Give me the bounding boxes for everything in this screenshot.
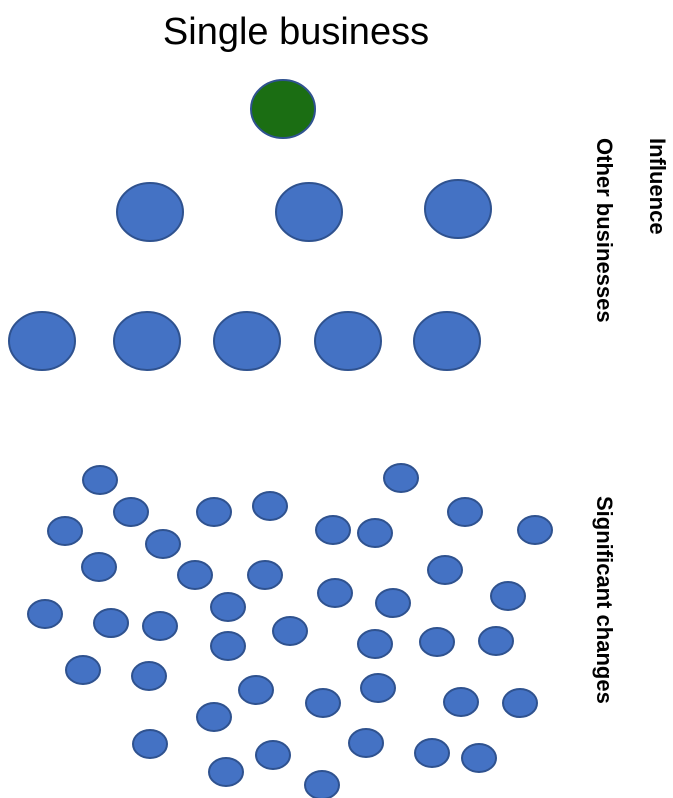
change-node [177, 560, 213, 590]
change-node [247, 560, 283, 590]
change-node [304, 770, 340, 798]
diagram-title: Single business [163, 11, 429, 53]
other-business-node [424, 179, 492, 239]
change-node [272, 616, 308, 646]
change-node [419, 627, 455, 657]
change-node [196, 497, 232, 527]
other-business-node [314, 311, 382, 371]
change-node [357, 629, 393, 659]
change-node [348, 728, 384, 758]
other-business-node [275, 182, 343, 242]
change-node [443, 687, 479, 717]
change-node [81, 552, 117, 582]
change-node [210, 592, 246, 622]
significant-changes-label: Significant changes [592, 496, 617, 704]
other-business-node [116, 182, 184, 242]
change-node [93, 608, 129, 638]
change-node [447, 497, 483, 527]
change-node [461, 743, 497, 773]
change-node [502, 688, 538, 718]
change-node [383, 463, 419, 493]
change-node [305, 688, 341, 718]
nodes-group [8, 79, 553, 798]
change-node [47, 516, 83, 546]
change-node [210, 631, 246, 661]
change-node [113, 497, 149, 527]
change-node [132, 729, 168, 759]
change-node [196, 702, 232, 732]
change-node [208, 757, 244, 787]
change-node [315, 515, 351, 545]
change-node [142, 611, 178, 641]
change-node [27, 599, 63, 629]
other-business-node [8, 311, 76, 371]
change-node [82, 465, 118, 495]
change-node [255, 740, 291, 770]
change-node [517, 515, 553, 545]
influence-label: Influence [645, 138, 670, 235]
change-node [238, 675, 274, 705]
change-node [131, 661, 167, 691]
change-node [414, 738, 450, 768]
change-node [252, 491, 288, 521]
other-business-node [113, 311, 181, 371]
change-node [375, 588, 411, 618]
change-node [65, 655, 101, 685]
change-node [317, 578, 353, 608]
change-node [427, 555, 463, 585]
change-node [357, 518, 393, 548]
change-node [145, 529, 181, 559]
change-node [478, 626, 514, 656]
other-businesses-label: Other businesses [592, 138, 617, 323]
other-business-node [213, 311, 281, 371]
other-business-node [413, 311, 481, 371]
single-business-node [250, 79, 316, 139]
change-node [490, 581, 526, 611]
change-node [360, 673, 396, 703]
